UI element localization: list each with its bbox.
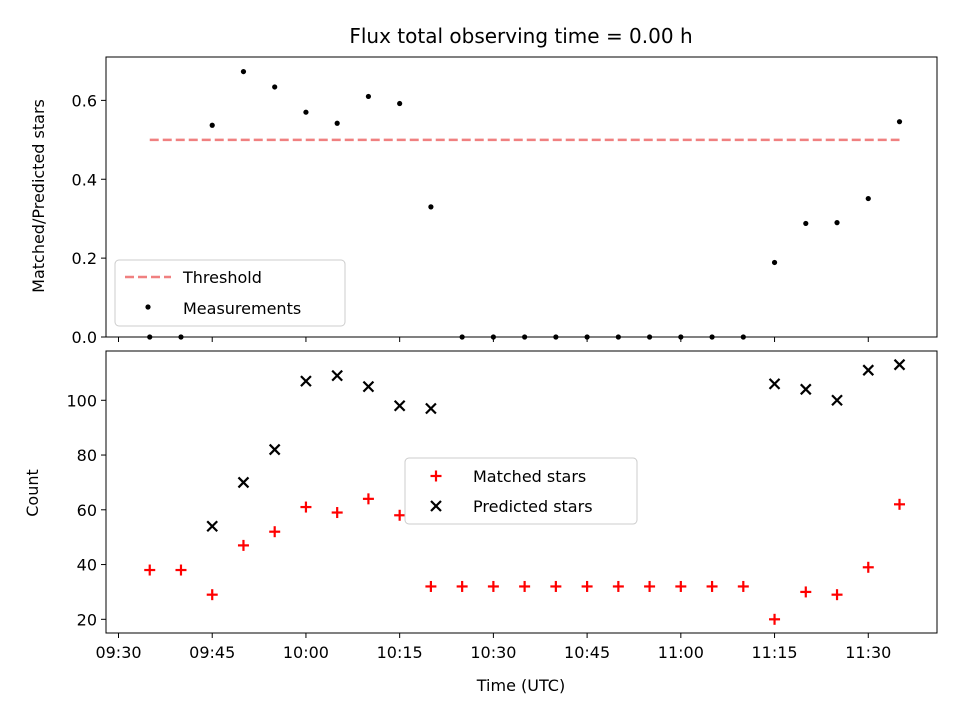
matched-star-point [487,580,499,592]
predicted-star-point [800,383,812,396]
top-legend-box [114,259,346,327]
matched-star-point [237,539,249,551]
measurement-point [865,195,871,202]
matched-star-point [425,580,437,592]
measurement-point [209,122,215,128]
legend-measurements-swatch [145,304,151,310]
top-legend: Threshold Measurements [114,259,346,327]
bottom-x-tick-label: 11:00 [658,643,704,662]
x-axis-label: Time (UTC) [476,676,565,695]
matched-star-point [550,580,562,592]
top-y-tick-label: 0.0 [72,328,97,347]
bottom-plot-area [144,358,906,625]
bottom-x-tick-label: 09:45 [189,643,235,662]
measurement-point [803,220,809,227]
predicted-star-point [893,358,906,371]
bottom-x-tick-label: 10:45 [564,643,610,662]
matched-star-point [769,613,781,625]
top-y-axis-label: Matched/Predicted stars [29,99,48,293]
matched-star-point [831,589,843,601]
measurement-point [896,119,903,125]
bottom-x-tick-label: 11:15 [751,643,797,662]
ratio-panel: Flux total observing time = 0.00 h Match… [29,24,938,347]
matched-star-point [800,586,812,598]
bottom-x-tick-label: 09:30 [95,643,141,662]
legend-threshold-label: Threshold [182,268,262,287]
matched-star-point [581,580,593,592]
matched-star-point [644,580,656,592]
predicted-star-point [300,375,312,387]
bottom-legend-box [404,457,638,525]
matched-star-point [519,580,531,592]
measurement-point [334,120,340,126]
bottom-y-tick-label: 100 [66,391,97,410]
predicted-star-point [362,380,375,393]
matched-star-point [206,589,218,601]
legend-predicted-label: Predicted stars [473,497,593,516]
chart-title: Flux total observing time = 0.00 h [349,24,692,48]
matched-star-point [612,580,624,592]
bottom-x-tick-label: 11:30 [845,643,891,662]
predicted-star-point [425,402,437,415]
bottom-legend: Matched stars Predicted stars [404,457,638,525]
measurement-point [303,109,309,115]
measurement-point [397,100,403,107]
bottom-y-axis-label: Count [23,469,42,517]
legend-predicted-swatch [430,500,442,512]
bottom-y-tick-label: 40 [77,556,97,575]
top-y-tick-label: 0.4 [72,170,97,189]
legend-matched-swatch [430,470,442,482]
matched-star-point [269,526,281,538]
measurement-point [240,68,247,75]
measurement-point [428,204,434,210]
matched-star-point [456,580,468,592]
predicted-star-point [268,443,281,456]
matched-star-point [144,564,156,576]
bottom-x-tick-label: 10:30 [470,643,516,662]
bottom-x-tick-label: 10:15 [377,643,423,662]
matched-star-point [175,564,187,576]
measurement-point [365,93,372,100]
count-panel: Count Time (UTC) 20 40 60 80 100 09:30 09:45 1… [23,350,938,695]
predicted-star-point [393,399,406,412]
matched-star-point [894,498,906,510]
top-y-tick-label: 0.6 [72,91,97,110]
matched-star-point [862,561,874,573]
bottom-y-tick-label: 80 [77,446,97,465]
predicted-star-point [331,369,343,382]
measurement-point [771,259,778,266]
measurement-point [272,84,278,90]
matched-star-point [706,580,718,592]
matched-star-point [394,509,406,521]
matched-star-point [300,501,312,513]
top-axes-frame [105,56,938,338]
predicted-star-point [862,364,875,376]
predicted-star-point [831,394,843,407]
bottom-x-tick-label: 10:00 [283,643,329,662]
matched-star-point [331,507,343,519]
bottom-y-tick-label: 60 [77,501,97,520]
predicted-star-point [237,476,250,489]
measurement-point [834,220,840,226]
matched-star-point [675,580,687,592]
top-y-tick-label: 0.2 [72,249,97,268]
bottom-y-axis: 20 40 60 80 100 [66,391,106,629]
bottom-axes-frame [105,350,938,634]
matched-star-point [737,580,749,592]
matched-star-point [362,493,374,505]
legend-measurements-label: Measurements [183,299,301,318]
bottom-x-axis: 09:30 09:45 10:00 10:15 10:30 10:45 11:00 11:15… [95,633,891,662]
bottom-y-tick-label: 20 [77,610,97,629]
top-y-axis: 0.0 0.2 0.4 0.6 [72,91,106,347]
predicted-star-point [768,378,781,390]
legend-matched-label: Matched stars [473,467,586,486]
predicted-star-point [206,520,218,533]
